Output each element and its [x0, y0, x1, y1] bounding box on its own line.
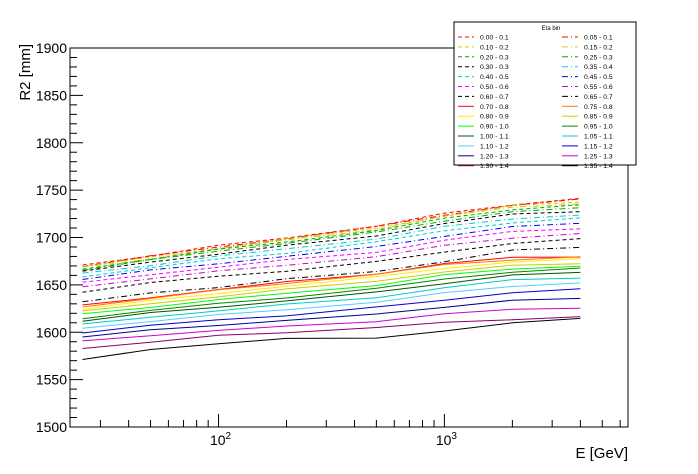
legend-entry: 0.65 - 0.7 — [584, 94, 613, 101]
legend-entry: 0.40 - 0.5 — [480, 74, 509, 81]
legend-entry: 1.30 - 1.4 — [480, 163, 509, 170]
series-line — [82, 214, 581, 274]
series-line — [82, 256, 581, 308]
legend-entry: 0.35 - 0.4 — [584, 64, 613, 71]
series-line — [82, 307, 581, 342]
legend-entry: 0.55 - 0.6 — [584, 84, 613, 91]
series-line — [82, 316, 581, 349]
legend-entry: 0.20 - 0.3 — [480, 54, 509, 61]
legend-entry: 0.95 - 1.0 — [584, 124, 613, 131]
legend-entry: 1.00 - 1.1 — [480, 134, 509, 141]
legend-entry: 0.25 - 0.3 — [584, 54, 613, 61]
legend-entry: 1.20 - 1.3 — [480, 153, 509, 160]
series-line — [82, 267, 581, 320]
y-tick-label: 1850 — [36, 87, 67, 103]
y-tick-label: 1550 — [36, 372, 67, 388]
series-line — [82, 317, 581, 360]
series-line — [82, 204, 581, 270]
y-tick-label: 1750 — [36, 182, 67, 198]
series-curves — [82, 197, 581, 360]
y-tick-label: 1700 — [36, 230, 67, 246]
series-line — [82, 288, 581, 334]
y-tick-label: 1500 — [36, 419, 67, 435]
series-line — [82, 201, 581, 268]
legend-box — [453, 21, 637, 166]
y-tick-label: 1600 — [36, 324, 67, 340]
series-line — [82, 222, 581, 280]
legend-entry: 1.10 - 1.2 — [480, 143, 509, 150]
legend-entry: 0.45 - 0.5 — [584, 74, 613, 81]
series-line — [82, 233, 581, 288]
y-tick-label: 1650 — [36, 277, 67, 293]
legend-entry: 1.15 - 1.2 — [584, 143, 613, 150]
legend-entry: 0.10 - 0.2 — [480, 44, 509, 51]
legend-entry: 0.15 - 0.2 — [584, 44, 613, 51]
y-tick-label: 1800 — [36, 135, 67, 151]
legend-entry: 0.75 - 0.8 — [584, 104, 613, 111]
series-line — [82, 256, 581, 306]
series-line — [82, 211, 581, 272]
series-line — [82, 277, 581, 325]
legend-entry: 0.70 - 0.8 — [480, 104, 509, 111]
y-axis-label: R2 [mm] — [17, 44, 34, 101]
series-line — [82, 297, 581, 338]
legend-entry: 1.05 - 1.1 — [584, 134, 613, 141]
legend-entry: 0.80 - 0.9 — [480, 114, 509, 121]
series-line — [82, 198, 581, 268]
legend-entry: 1.35 - 1.4 — [584, 163, 613, 170]
x-axis-label: E [GeV] — [575, 445, 628, 462]
series-line — [82, 271, 581, 322]
legend-entry: 0.50 - 0.6 — [480, 84, 509, 91]
legend-title: Eta bin — [542, 26, 561, 32]
series-line — [82, 228, 581, 283]
series-line — [82, 197, 581, 266]
legend-entry: 0.60 - 0.7 — [480, 94, 509, 101]
series-line — [82, 238, 581, 293]
plot-axes: 1500 1550 1600 1650 1700 1750 1800 1850 1900 102 1… — [36, 40, 621, 448]
plot-frame — [69, 47, 629, 428]
legend-entry: 0.30 - 0.3 — [480, 64, 509, 71]
legend-entry: 0.00 - 0.1 — [480, 35, 509, 42]
series-line — [82, 217, 581, 278]
series-line — [82, 282, 581, 329]
legend-entry: 0.90 - 1.0 — [480, 124, 509, 131]
legend-entry: 0.85 - 0.9 — [584, 114, 613, 121]
series-line — [82, 265, 581, 315]
legend-entry: 0.05 - 0.1 — [584, 35, 613, 42]
legend-entry: 1.25 - 1.3 — [584, 153, 613, 160]
legend: Eta bin 0.00 - 0.1 0.05 - 0.1 0.10 - 0.2 0.… — [453, 21, 637, 170]
series-line — [82, 258, 581, 310]
series-line — [82, 207, 581, 271]
x-tick-label: 103 — [436, 431, 458, 448]
y-tick-label: 1900 — [36, 40, 67, 56]
series-line — [82, 263, 581, 312]
series-line — [82, 246, 581, 303]
x-tick-label: 102 — [210, 431, 232, 448]
